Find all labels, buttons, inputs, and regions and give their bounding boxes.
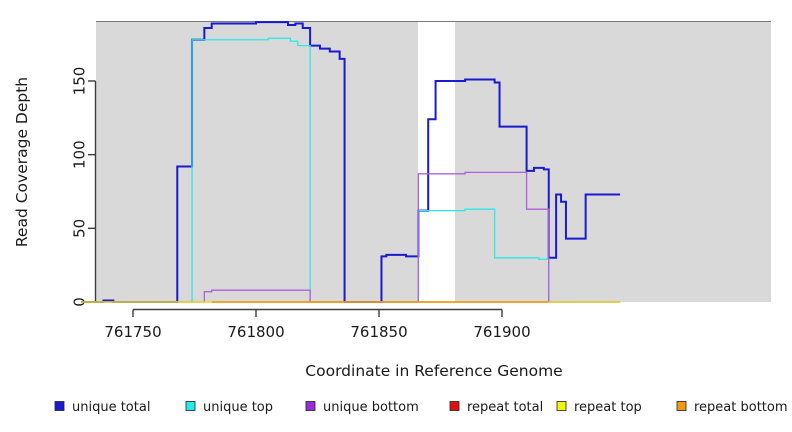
- data-series-group: [81, 21, 621, 303]
- legend-label-repeat-total: repeat total: [467, 400, 543, 415]
- legend-swatch-unique-top: [185, 401, 196, 411]
- legend-swatch-repeat-total: [449, 401, 460, 411]
- chart-legend: unique total unique top unique bottom repea…: [54, 400, 788, 415]
- legend-label-unique-top: unique top: [203, 400, 273, 415]
- x-tick-label: 761850: [350, 323, 407, 341]
- y-axis: 0 50 100 150: [71, 67, 97, 307]
- x-axis-tick-labels: 761750 761800 761850 761900: [104, 323, 530, 341]
- y-axis-title: Read Coverage Depth: [13, 77, 31, 247]
- legend-label-repeat-bottom: repeat bottom: [694, 400, 788, 415]
- legend-label-repeat-top: repeat top: [574, 400, 642, 415]
- y-tick-label: 150: [71, 67, 89, 96]
- y-tick-label: 0: [71, 297, 89, 307]
- x-axis-tick-marks: [132, 309, 503, 317]
- legend-swatch-repeat-top: [556, 401, 567, 411]
- legend-swatch-repeat-bottom: [676, 401, 687, 411]
- x-tick-label: 761900: [473, 323, 530, 341]
- series-line-unique-total: [81, 21, 621, 303]
- y-tick-label: 100: [71, 140, 89, 169]
- y-tick-label: 50: [71, 219, 89, 238]
- y-axis-tick-marks: [88, 80, 96, 303]
- coverage-gap-band: [418, 21, 455, 302]
- legend-label-unique-bottom: unique bottom: [323, 400, 419, 415]
- x-tick-label: 761750: [104, 323, 161, 341]
- x-tick-label: 761800: [227, 323, 284, 341]
- legend-swatch-unique-total: [54, 401, 65, 411]
- legend-label-unique-total: unique total: [72, 400, 150, 415]
- y-axis-tick-labels: 0 50 100 150: [71, 67, 89, 307]
- x-axis-title: Coordinate in Reference Genome: [305, 362, 562, 380]
- x-axis: 761750 761800 761850 761900: [104, 308, 531, 341]
- series-line-unique-bottom: [81, 171, 621, 303]
- legend-swatch-unique-bottom: [305, 401, 316, 411]
